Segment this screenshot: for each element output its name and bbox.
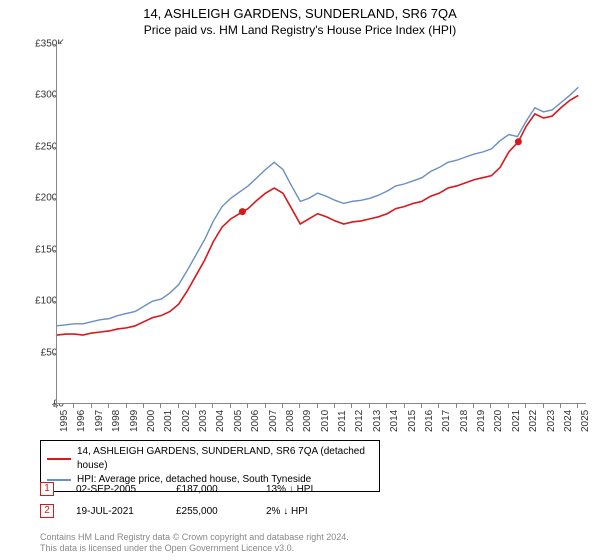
x-tick bbox=[421, 404, 422, 408]
x-tick-label: 1995 bbox=[59, 410, 70, 432]
plot-area bbox=[56, 44, 586, 404]
x-tick bbox=[369, 404, 370, 408]
x-tick bbox=[508, 404, 509, 408]
x-tick bbox=[265, 404, 266, 408]
x-tick bbox=[490, 404, 491, 408]
x-tick bbox=[543, 404, 544, 408]
sale-marker-1: 1 bbox=[40, 482, 54, 496]
chart-title: 14, ASHLEIGH GARDENS, SUNDERLAND, SR6 7Q… bbox=[0, 0, 600, 21]
sale-date-1: 02-SEP-2005 bbox=[76, 484, 154, 495]
chart-subtitle: Price paid vs. HM Land Registry's House … bbox=[0, 21, 600, 41]
x-tick bbox=[247, 404, 248, 408]
x-tick bbox=[525, 404, 526, 408]
x-tick bbox=[317, 404, 318, 408]
plot-svg bbox=[57, 44, 587, 404]
legend-item-property: 14, ASHLEIGH GARDENS, SUNDERLAND, SR6 7Q… bbox=[47, 445, 373, 473]
x-tick bbox=[126, 404, 127, 408]
footer-line-1: Contains HM Land Registry data © Crown c… bbox=[40, 532, 349, 543]
x-tick bbox=[282, 404, 283, 408]
legend-swatch-hpi bbox=[47, 479, 71, 481]
x-tick-label: 2009 bbox=[302, 410, 313, 432]
x-tick bbox=[560, 404, 561, 408]
chart-container: 14, ASHLEIGH GARDENS, SUNDERLAND, SR6 7Q… bbox=[0, 0, 600, 560]
x-tick bbox=[212, 404, 213, 408]
sale-row-1: 1 02-SEP-2005 £187,000 13% ↓ HPI bbox=[40, 482, 313, 496]
x-tick bbox=[73, 404, 74, 408]
sale-row-2: 2 19-JUL-2021 £255,000 2% ↓ HPI bbox=[40, 504, 308, 518]
x-tick-label: 2007 bbox=[268, 410, 279, 432]
legend-swatch-property bbox=[47, 458, 71, 460]
x-tick-label: 2019 bbox=[476, 410, 487, 432]
x-tick-label: 2006 bbox=[250, 410, 261, 432]
x-tick-label: 2017 bbox=[441, 410, 452, 432]
x-tick-label: 2022 bbox=[528, 410, 539, 432]
x-tick-label: 2002 bbox=[181, 410, 192, 432]
x-tick bbox=[178, 404, 179, 408]
series-line bbox=[57, 87, 578, 326]
x-tick-label: 2003 bbox=[198, 410, 209, 432]
x-tick-label: 2015 bbox=[407, 410, 418, 432]
x-tick bbox=[299, 404, 300, 408]
sale-delta-1: 13% ↓ HPI bbox=[266, 484, 313, 495]
sale-price-1: £187,000 bbox=[176, 484, 244, 495]
x-tick-label: 2000 bbox=[146, 410, 157, 432]
x-tick-label: 2016 bbox=[424, 410, 435, 432]
x-tick bbox=[438, 404, 439, 408]
x-tick-label: 1996 bbox=[76, 410, 87, 432]
sale-dot bbox=[515, 138, 522, 145]
x-tick-label: 1999 bbox=[129, 410, 140, 432]
series-line bbox=[57, 95, 578, 335]
x-tick-label: 1997 bbox=[94, 410, 105, 432]
x-tick-label: 2004 bbox=[215, 410, 226, 432]
x-tick bbox=[334, 404, 335, 408]
x-tick-label: 2025 bbox=[580, 410, 591, 432]
x-tick bbox=[473, 404, 474, 408]
x-tick bbox=[143, 404, 144, 408]
x-tick bbox=[577, 404, 578, 408]
sale-price-2: £255,000 bbox=[176, 506, 244, 517]
footer-line-2: This data is licensed under the Open Gov… bbox=[40, 543, 349, 554]
sale-dot bbox=[239, 208, 246, 215]
x-tick-label: 1998 bbox=[111, 410, 122, 432]
legend-label-property: 14, ASHLEIGH GARDENS, SUNDERLAND, SR6 7Q… bbox=[77, 445, 373, 473]
x-tick-label: 2010 bbox=[320, 410, 331, 432]
x-tick-label: 2014 bbox=[389, 410, 400, 432]
x-tick-label: 2018 bbox=[459, 410, 470, 432]
sale-marker-2-num: 2 bbox=[44, 505, 50, 516]
x-tick bbox=[108, 404, 109, 408]
x-tick bbox=[195, 404, 196, 408]
x-tick-label: 2011 bbox=[337, 410, 348, 432]
x-tick-label: 2020 bbox=[493, 410, 504, 432]
x-tick-label: 2013 bbox=[372, 410, 383, 432]
x-tick-label: 2023 bbox=[546, 410, 557, 432]
x-tick bbox=[404, 404, 405, 408]
x-tick bbox=[91, 404, 92, 408]
x-tick-label: 2024 bbox=[563, 410, 574, 432]
x-tick bbox=[160, 404, 161, 408]
x-tick bbox=[230, 404, 231, 408]
sale-marker-2: 2 bbox=[40, 504, 54, 518]
sale-marker-1-num: 1 bbox=[44, 483, 50, 494]
x-tick bbox=[456, 404, 457, 408]
x-tick-label: 2005 bbox=[233, 410, 244, 432]
x-tick-label: 2012 bbox=[354, 410, 365, 432]
footer-attribution: Contains HM Land Registry data © Crown c… bbox=[40, 532, 349, 554]
x-tick-label: 2021 bbox=[511, 410, 522, 432]
x-tick bbox=[56, 404, 57, 408]
sale-delta-2: 2% ↓ HPI bbox=[266, 506, 308, 517]
x-tick bbox=[386, 404, 387, 408]
x-tick-label: 2008 bbox=[285, 410, 296, 432]
x-tick bbox=[351, 404, 352, 408]
x-tick-label: 2001 bbox=[163, 410, 174, 432]
sale-date-2: 19-JUL-2021 bbox=[76, 506, 154, 517]
